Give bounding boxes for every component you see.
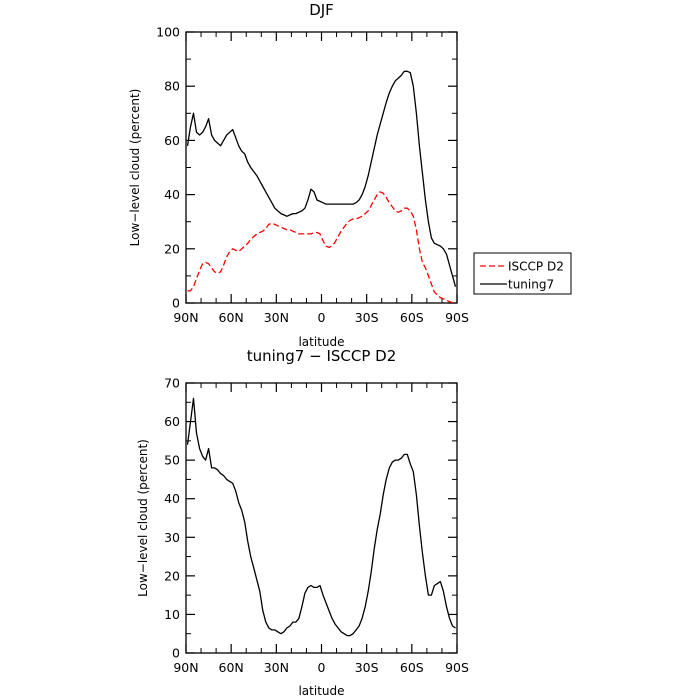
chart-title: DJF — [309, 1, 334, 19]
y-tick-label: 60 — [164, 133, 180, 148]
y-axis-label: Low−level cloud (percent) — [128, 89, 142, 247]
x-tick-label: 30S — [355, 310, 379, 325]
x-tick-label: 30N — [264, 660, 289, 675]
x-tick-label: 60N — [219, 310, 244, 325]
chart-title: tuning7 − ISCCP D2 — [247, 347, 397, 365]
y-tick-label: 70 — [164, 376, 180, 391]
x-tick-label: 90N — [173, 660, 198, 675]
x-tick-label: 60S — [400, 660, 424, 675]
x-tick-label: 30S — [355, 660, 379, 675]
x-tick-label: 60N — [219, 660, 244, 675]
x-tick-label: 0 — [318, 310, 326, 325]
chart-difference: tuning7 − ISCCP D2 latitude Low−level clou… — [136, 347, 469, 698]
series-line-tuning7 — [186, 70, 457, 287]
legend-label: ISCCP D2 — [508, 260, 564, 274]
y-tick-label: 50 — [164, 453, 180, 468]
y-tick-label: 0 — [172, 296, 180, 311]
y-axis-label: Low−level cloud (percent) — [136, 439, 150, 597]
y-tick-label: 80 — [164, 79, 180, 94]
legend-label: tuning7 — [508, 278, 554, 292]
chart-djf: DJF latitude Low−level cloud (percent) 90N 6… — [128, 1, 572, 349]
x-axis-label: latitude — [298, 684, 344, 698]
legend-box — [473, 252, 572, 295]
y-tick-label: 20 — [164, 241, 180, 256]
y-tick-label: 0 — [172, 646, 180, 661]
x-axis-label: latitude — [298, 335, 344, 349]
plot-frame — [185, 382, 458, 654]
plot-frame — [185, 31, 458, 304]
x-tick-label: 90N — [173, 310, 198, 325]
y-tick-label: 40 — [164, 491, 180, 506]
series-line-difference — [186, 397, 456, 637]
x-tick-label: 30N — [264, 310, 289, 325]
x-tick-label: 0 — [318, 660, 326, 675]
x-tick-label: 90S — [445, 310, 469, 325]
y-tick-label: 30 — [164, 530, 180, 545]
y-tick-label: 60 — [164, 414, 180, 429]
y-tick-label: 20 — [164, 568, 180, 583]
x-tick-label: 90S — [445, 660, 469, 675]
y-tick-label: 40 — [164, 187, 180, 202]
series-line-isccp-d2 — [187, 191, 456, 304]
y-tick-label: 100 — [156, 25, 180, 40]
y-tick-label: 10 — [164, 607, 180, 622]
x-tick-label: 60S — [400, 310, 424, 325]
